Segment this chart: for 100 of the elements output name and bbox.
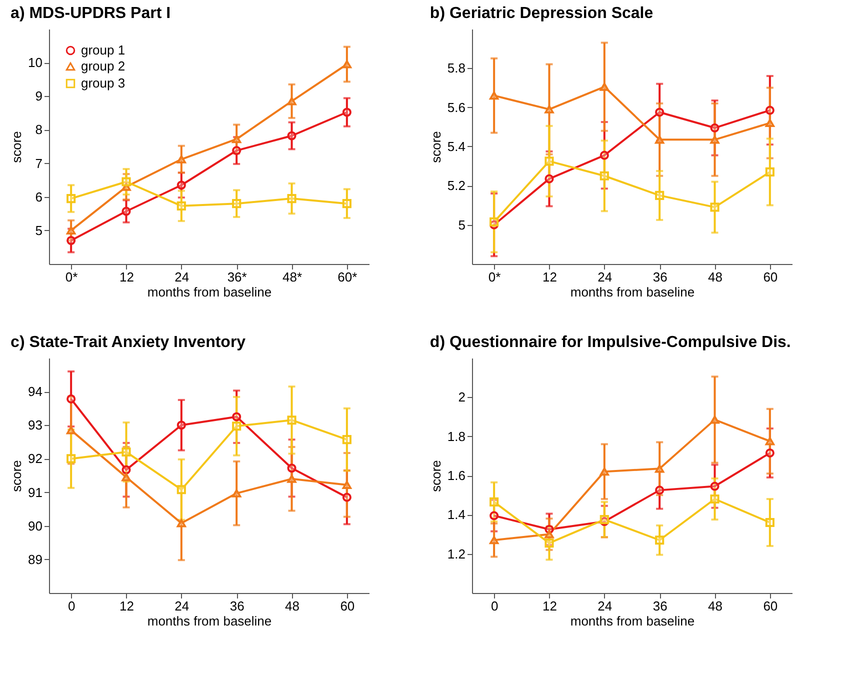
point	[122, 465, 131, 474]
y-tick-label: 5.2	[447, 178, 466, 194]
point	[176, 485, 186, 494]
point	[600, 468, 609, 476]
x-tick-label: 0*	[65, 270, 78, 284]
x-axis-title: months from baseline	[147, 284, 272, 300]
x-tick-label: 36*	[227, 270, 247, 284]
x-tick-label: 48	[708, 598, 722, 614]
chart-title: b) Geriatric Depression Scale	[430, 5, 654, 22]
y-tick-label: 5	[35, 222, 42, 238]
x-tick-label: 0	[490, 598, 498, 614]
y-axis-title: score	[9, 131, 24, 163]
x-tick-label: 24	[598, 270, 612, 284]
y-tick-label: 93	[28, 418, 42, 433]
x-tick-label: 24	[174, 270, 190, 284]
point	[600, 150, 609, 160]
chart-title: a) MDS-UPDRS Part I	[10, 5, 171, 22]
y-tick-label: 5.6	[447, 100, 466, 115]
point	[176, 155, 186, 164]
point	[232, 146, 242, 156]
point	[655, 108, 664, 117]
x-tick-label: 48*	[282, 270, 302, 284]
x-tick-label: 12	[120, 270, 134, 284]
point	[232, 489, 242, 498]
x-tick-label: 60	[763, 598, 778, 614]
x-tick-label: 24	[174, 598, 190, 614]
x-tick-label: 60	[763, 270, 778, 284]
y-tick-label: 89	[28, 552, 42, 567]
point	[600, 82, 609, 91]
point	[287, 131, 296, 140]
point	[765, 118, 774, 128]
point	[342, 480, 352, 489]
point	[710, 136, 720, 144]
point	[122, 447, 131, 457]
y-tick-label: 1.8	[447, 428, 466, 444]
point	[66, 394, 76, 404]
point	[342, 60, 352, 68]
point	[287, 464, 296, 473]
point	[765, 106, 774, 115]
y-tick-label: 2	[458, 390, 466, 405]
point	[600, 171, 609, 180]
y-axis-title: score	[428, 131, 444, 163]
y-tick-label: 6	[35, 189, 42, 204]
x-tick-label: 36	[230, 598, 244, 614]
point	[122, 473, 131, 482]
y-tick-label: 5.4	[447, 139, 466, 154]
point	[544, 538, 554, 548]
x-tick-label: 36	[652, 598, 668, 614]
y-tick-label: 1.6	[447, 468, 466, 483]
x-axis-title: months from baseline	[570, 284, 695, 300]
point	[655, 464, 664, 473]
point	[544, 530, 554, 538]
point	[710, 416, 720, 424]
x-axis-title: months from baseline	[570, 614, 695, 628]
point	[342, 199, 352, 208]
y-axis-title: score	[428, 460, 444, 492]
point	[232, 422, 242, 431]
point	[544, 174, 554, 184]
y-tick-label: 7	[35, 156, 42, 171]
y-tick-label: 5	[458, 217, 466, 232]
legend-label: group 1	[81, 42, 126, 58]
y-tick-label: 90	[28, 518, 42, 534]
x-tick-label: 60	[340, 598, 355, 614]
point	[544, 105, 554, 114]
chart-title: c) State-Trait Anxiety Inventory	[10, 334, 246, 351]
point	[66, 426, 76, 434]
point	[490, 92, 499, 100]
point	[287, 97, 296, 106]
y-tick-label: 10	[28, 55, 42, 70]
y-tick-label: 9	[35, 88, 42, 104]
y-tick-label: 1.2	[447, 546, 466, 562]
point	[655, 136, 664, 144]
point	[490, 511, 499, 520]
point	[287, 474, 296, 483]
x-tick-label: 60*	[338, 270, 358, 284]
point	[287, 194, 296, 204]
point	[655, 190, 664, 200]
point	[342, 435, 352, 444]
point	[765, 448, 774, 458]
x-tick-label: 36	[652, 270, 668, 284]
point	[66, 226, 76, 234]
point	[122, 177, 131, 186]
point	[710, 123, 720, 132]
x-axis-title: months from baseline	[147, 614, 272, 628]
point	[655, 486, 664, 495]
x-tick-label: 48	[708, 270, 722, 284]
point	[232, 412, 242, 422]
y-axis-title: score	[9, 460, 24, 492]
point	[342, 492, 352, 502]
y-tick-label: 91	[28, 484, 42, 500]
point	[122, 206, 131, 216]
point	[66, 194, 76, 204]
point	[176, 420, 186, 430]
point	[232, 135, 242, 144]
point	[765, 518, 774, 528]
point	[710, 202, 720, 212]
point	[66, 454, 76, 464]
point	[490, 497, 499, 506]
x-tick-label: 0*	[488, 270, 501, 284]
x-tick-label: 12	[120, 598, 134, 614]
